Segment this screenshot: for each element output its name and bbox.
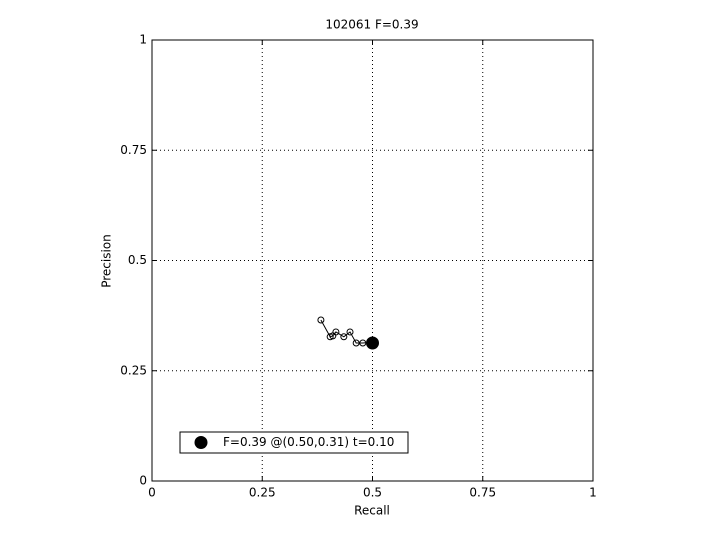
point bbox=[352, 339, 360, 347]
point bbox=[359, 339, 367, 347]
x-tick-label: 0 bbox=[148, 486, 156, 500]
legend-marker bbox=[194, 436, 208, 449]
x-tick-label: 0.5 bbox=[363, 486, 382, 500]
point bbox=[317, 316, 325, 324]
x-axis-label: Recall bbox=[354, 504, 390, 518]
series-line bbox=[320, 319, 373, 344]
x-tick-label: 0.25 bbox=[249, 486, 276, 500]
point bbox=[332, 328, 340, 336]
x-tick-label: 1 bbox=[589, 486, 597, 500]
y-axis-label: Precision bbox=[100, 234, 114, 288]
y-tick-label: 0 bbox=[139, 474, 147, 488]
x-tick-label: 0.75 bbox=[469, 486, 496, 500]
point bbox=[340, 333, 348, 341]
point bbox=[346, 328, 354, 336]
legend-box bbox=[179, 431, 409, 454]
y-tick-label: 0.25 bbox=[120, 363, 147, 377]
plot-frame bbox=[151, 39, 594, 482]
legend-label: F=0.39 @(0.50,0.31) t=0.10 bbox=[223, 435, 394, 449]
chart-title: 102061 F=0.39 bbox=[325, 18, 418, 32]
best-point bbox=[366, 336, 379, 350]
y-tick-label: 1 bbox=[139, 33, 147, 47]
y-tick-label: 0.75 bbox=[120, 143, 147, 157]
y-tick-label: 0.5 bbox=[128, 253, 147, 267]
